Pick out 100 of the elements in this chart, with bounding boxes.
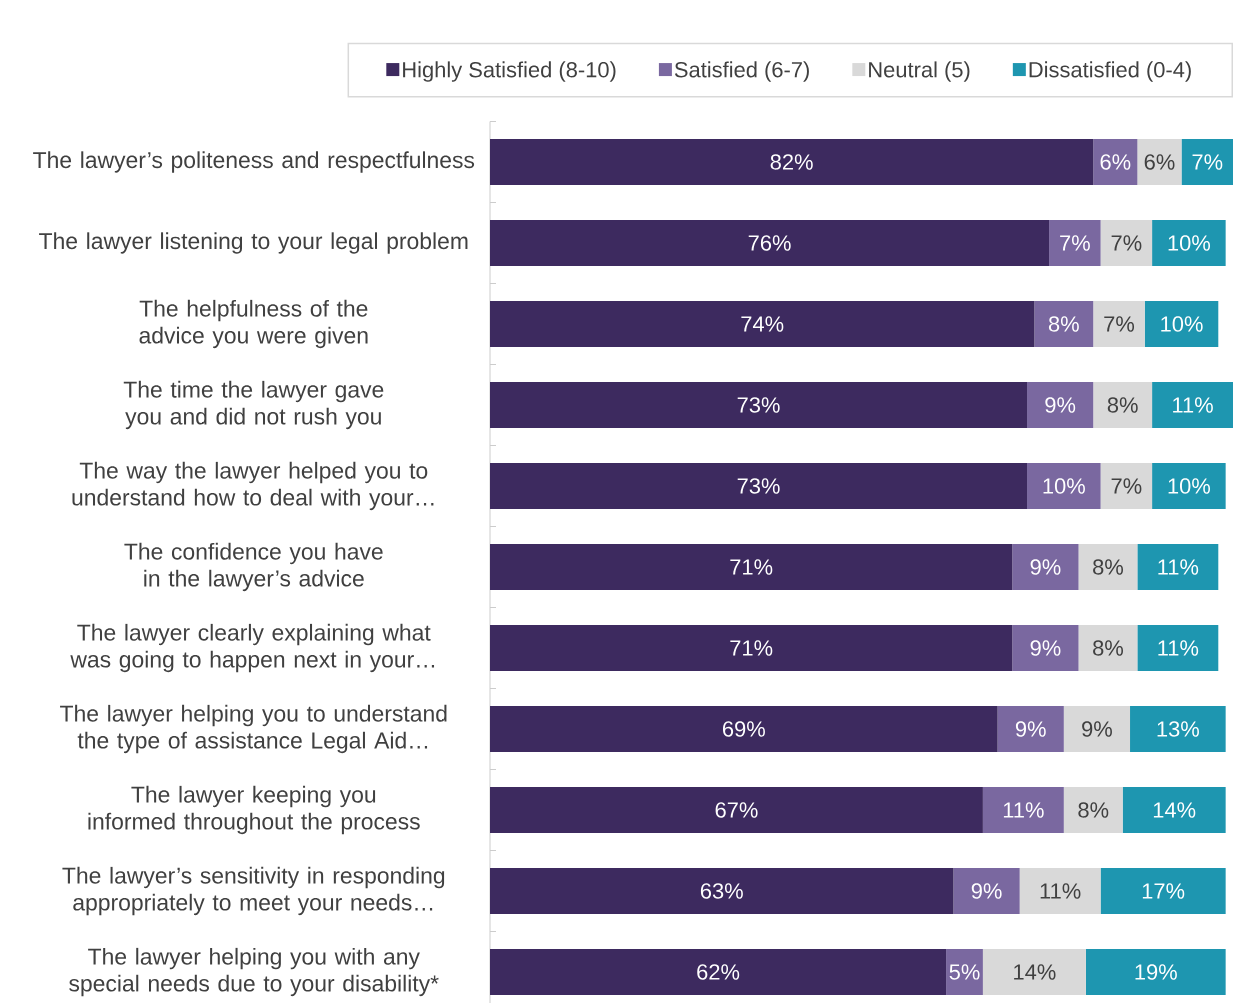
data-label: 6% [1144, 154, 1175, 170]
data-label: 9% [1030, 640, 1061, 656]
bar [1019, 868, 1101, 915]
data-label: 8% [1078, 802, 1109, 818]
data-label: 11% [1158, 640, 1199, 656]
bar [490, 706, 998, 753]
bar [490, 787, 983, 834]
bar [1100, 220, 1153, 266]
bar [1152, 382, 1233, 428]
bar [490, 544, 1013, 590]
bar [1012, 544, 1079, 590]
data-label: 7% [1111, 478, 1142, 494]
bar [490, 220, 1050, 266]
bar [1085, 949, 1226, 996]
bar [1012, 625, 1079, 672]
data-label: 8% [1107, 397, 1138, 413]
data-label: 7% [1060, 235, 1090, 251]
data-label: 17% [1142, 883, 1185, 899]
data-label: 74% [741, 316, 784, 332]
bar [1063, 706, 1131, 753]
data-label: 8% [1093, 559, 1123, 575]
bar [1027, 463, 1101, 509]
data-label: 69% [722, 721, 765, 737]
data-label: 14% [1014, 964, 1056, 980]
data-label: 76% [748, 235, 791, 251]
data-label: 7% [1111, 235, 1142, 251]
bar [1049, 220, 1101, 266]
bar [1122, 787, 1226, 834]
y-tick-label: The lawyer’s politeness and respectfulness [33, 151, 475, 173]
bar [1100, 868, 1226, 915]
bar [490, 868, 954, 915]
data-label: 9% [1045, 397, 1076, 413]
y-tick-label: The helpfulness of the advice you were given [139, 299, 368, 349]
data-label: 7% [1104, 316, 1135, 332]
data-label: 9% [1015, 721, 1046, 737]
data-label: 82% [770, 154, 813, 170]
data-label: 62% [697, 964, 740, 980]
bar [1137, 544, 1219, 590]
data-label: 11% [1173, 397, 1213, 413]
y-tick-label: The lawyer keeping you informed throughout the process [88, 785, 420, 835]
data-label: 10% [1168, 478, 1211, 494]
y-tick-label: The way the lawyer helped you to understand how to deal with your… [72, 461, 434, 511]
data-label: 14% [1153, 802, 1196, 818]
bar [1093, 382, 1153, 428]
bar [1137, 139, 1182, 185]
y-tick-label: The lawyer clearly explaining what was going to happen next in your… [70, 623, 435, 673]
bar [997, 706, 1064, 753]
bar [1152, 463, 1226, 509]
bar [1093, 139, 1138, 185]
bar [1063, 787, 1123, 834]
data-label: 10% [1168, 235, 1211, 251]
y-tick-label: The lawyer’s sensitivity in responding appropriately to meet your needs… [62, 866, 445, 916]
data-label: 9% [971, 883, 1002, 899]
data-label: 10% [1161, 316, 1203, 332]
data-label: 11% [1003, 802, 1044, 818]
data-label: 9% [1082, 721, 1112, 737]
bar [1078, 625, 1138, 672]
data-label: 8% [1048, 316, 1079, 332]
bar [1027, 382, 1094, 428]
bar [490, 463, 1028, 509]
y-tick-label: The lawyer helping you to understand the type of assistance Legal Aid… [60, 704, 447, 754]
bar [490, 139, 1094, 185]
bar [982, 949, 1086, 996]
legend-label: Dissatisfied (0-4) [1029, 61, 1191, 82]
data-label: 19% [1135, 964, 1177, 980]
bar [982, 787, 1064, 834]
legend-label: Highly Satisfied (8-10) [403, 61, 616, 82]
data-label: 71% [730, 559, 773, 575]
data-label: 5% [949, 964, 980, 980]
bar [1078, 544, 1138, 590]
bar [1034, 301, 1094, 347]
data-label: 11% [1040, 883, 1081, 899]
data-label: 6% [1100, 154, 1131, 170]
data-label: 9% [1030, 559, 1061, 575]
bar [953, 868, 1020, 915]
bar [1152, 220, 1226, 266]
bar [1181, 139, 1233, 185]
data-label: 13% [1157, 721, 1199, 737]
data-label: 73% [737, 397, 780, 413]
data-label: 11% [1158, 559, 1199, 575]
data-label: 73% [737, 478, 780, 494]
bar [490, 625, 1013, 672]
bar [1130, 706, 1226, 753]
bar [490, 949, 947, 996]
y-tick-label: The lawyer helping you with any special needs due to your disability* [69, 947, 439, 997]
y-tick-label: The time the lawyer gave you and did not rush you [123, 380, 384, 430]
bar [946, 949, 983, 996]
bar [1093, 301, 1145, 347]
bar [1100, 463, 1153, 509]
y-tick-label: The lawyer listening to your legal problem [39, 232, 468, 254]
legend-label: Satisfied (6-7) [674, 61, 809, 82]
data-label: 67% [715, 802, 758, 818]
bar [490, 382, 1028, 428]
y-tick-label: The confidence you have in the lawyer’s advice [124, 542, 383, 592]
data-label: 8% [1093, 640, 1123, 656]
data-label: 63% [700, 883, 743, 899]
legend-label: Neutral (5) [869, 61, 970, 82]
bar [1137, 625, 1219, 672]
data-label: 10% [1043, 478, 1085, 494]
data-label: 71% [730, 640, 773, 656]
